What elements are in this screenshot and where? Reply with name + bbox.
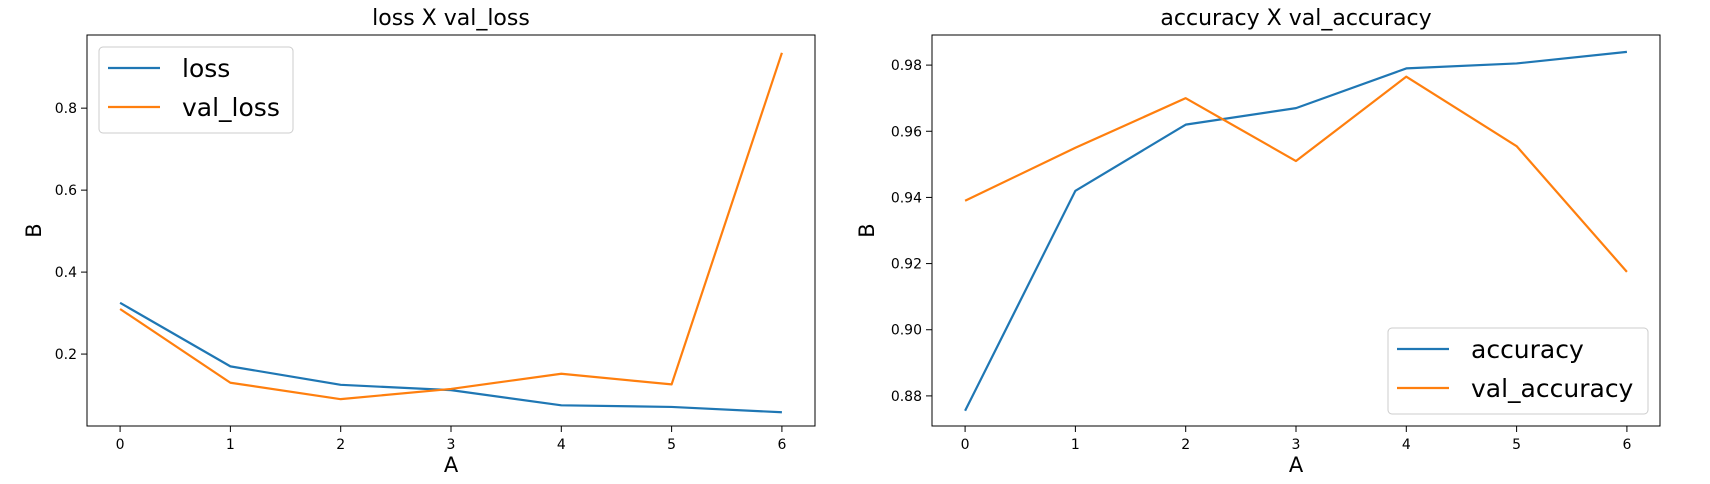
- y-tick-label: 0.6: [55, 183, 77, 199]
- series-line-accuracy: [964, 50, 1628, 412]
- x-tick-label: 4: [1402, 437, 1411, 453]
- x-tick-label: 4: [557, 437, 566, 453]
- y-tick-label: 0.92: [891, 257, 922, 273]
- chart-title: accuracy X val_accuracy: [1160, 6, 1431, 31]
- y-tick-label: 0.4: [55, 265, 77, 281]
- series-line-loss: [119, 301, 782, 414]
- y-tick-label: 0.88: [891, 389, 922, 405]
- y-axis-label: B: [855, 223, 879, 237]
- x-tick-label: 6: [777, 437, 786, 453]
- legend-label: accuracy: [1471, 335, 1584, 364]
- y-tick-label: 0.8: [55, 101, 77, 117]
- x-tick-label: 6: [1622, 437, 1631, 453]
- chart-panel-1: accuracy X val_accuracy A B 0 1 2 3 4 5 6 0.88 0.90…: [855, 6, 1661, 477]
- x-tick-label: 3: [1292, 437, 1301, 453]
- legend-label: loss: [182, 54, 230, 83]
- legend-label: val_loss: [182, 93, 280, 122]
- x-tick-label: 0: [961, 437, 970, 453]
- x-tick-label: 1: [1071, 437, 1080, 453]
- plot-frame: [86, 34, 816, 427]
- y-tick-label: 0.90: [891, 323, 922, 339]
- y-tick-label: 0.96: [891, 124, 922, 140]
- y-tick-label: 0.2: [55, 347, 77, 363]
- x-tick-label: 2: [336, 437, 345, 453]
- x-tick-label: 5: [1512, 437, 1521, 453]
- x-tick-label: 3: [447, 437, 456, 453]
- y-axis-label: B: [22, 223, 46, 237]
- x-axis-label: A: [444, 453, 459, 477]
- chart-title: loss X val_loss: [372, 6, 530, 31]
- x-tick-label: 0: [116, 437, 125, 453]
- legend: loss val_loss: [98, 46, 294, 134]
- plot-frame: [931, 34, 1661, 427]
- x-tick-label: 2: [1181, 437, 1190, 453]
- legend: accuracy val_accuracy: [1387, 327, 1649, 415]
- x-tick-label: 1: [226, 437, 235, 453]
- y-tick-label: 0.94: [891, 190, 922, 206]
- x-axis-label: A: [1289, 453, 1304, 477]
- series-line-val-accuracy: [964, 75, 1628, 273]
- series-line-val-loss: [119, 52, 783, 401]
- chart-panel-0: loss X val_loss A B 0 1 2 3 4 5 6 0.2 0.4 0.6 0.8 loss…: [22, 6, 816, 477]
- legend-box: [1387, 327, 1649, 415]
- x-tick-label: 5: [667, 437, 676, 453]
- y-tick-label: 0.98: [891, 58, 922, 74]
- legend-label: val_accuracy: [1471, 374, 1634, 403]
